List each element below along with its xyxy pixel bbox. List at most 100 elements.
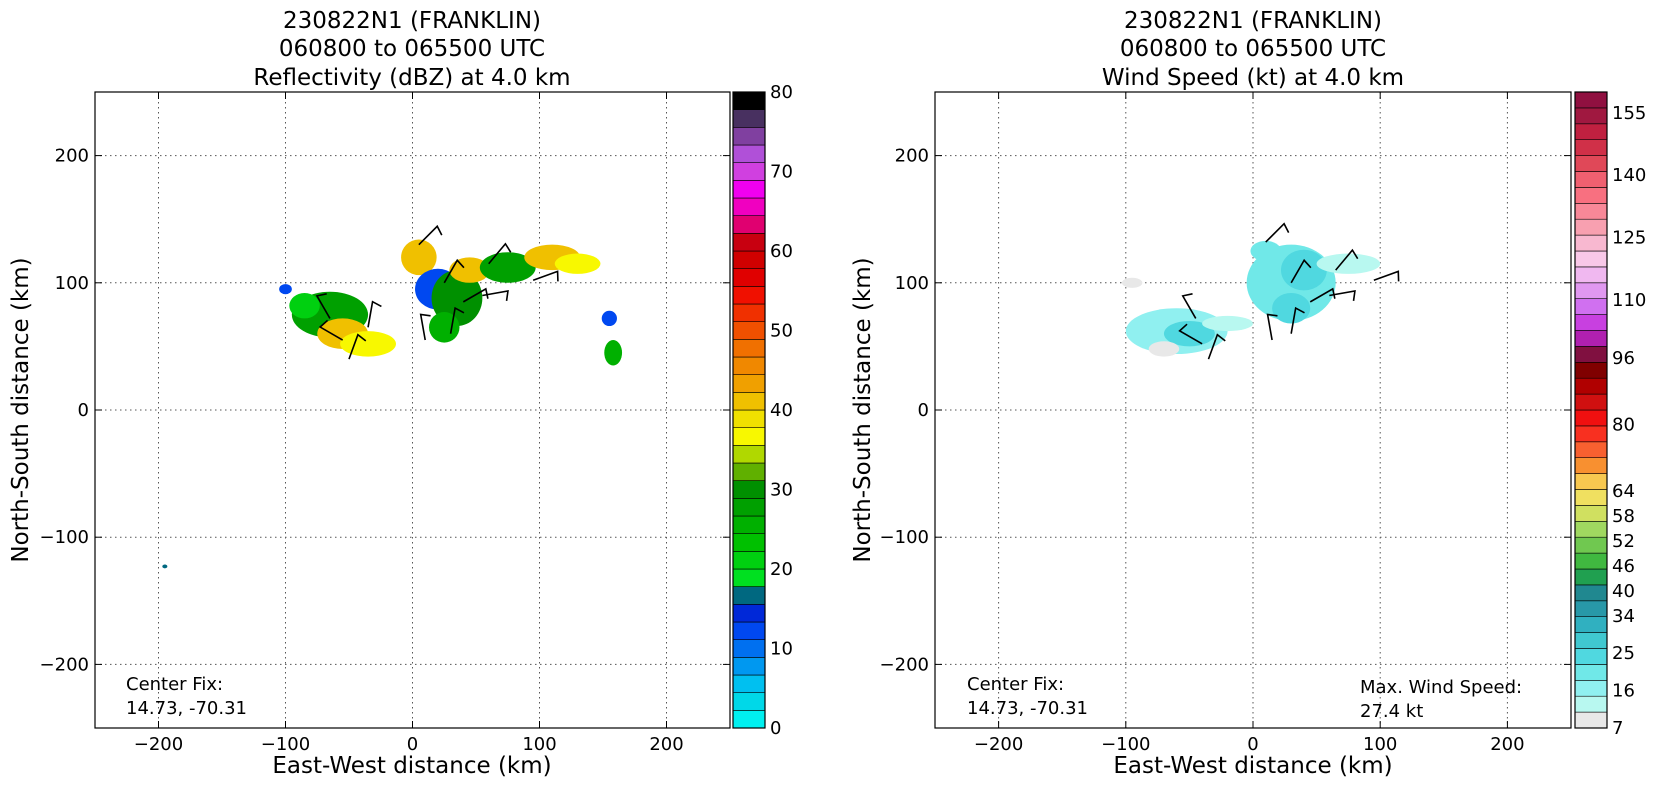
- y-tick-label: 100: [895, 273, 929, 294]
- colorbar-swatch: [1574, 679, 1608, 697]
- colorbar-swatch: [1574, 107, 1608, 125]
- colorbar-swatch: [1574, 600, 1608, 617]
- y-tick-label: −100: [40, 527, 89, 548]
- y-tick-label: −200: [40, 654, 89, 675]
- wind-barb: [1329, 290, 1356, 302]
- wind-barb: [1335, 248, 1359, 271]
- colorbar-swatch: [732, 144, 766, 163]
- colorbar-tick-label: 80: [1612, 415, 1635, 436]
- colorbar-swatch: [1574, 473, 1608, 490]
- colorbar-swatch: [732, 409, 766, 428]
- panel-reflectivity: 230822N1 (FRANKLIN) 060800 to 065500 UTC…: [8, 8, 793, 779]
- echo-cell: [1163, 320, 1215, 347]
- colorbar-swatch: [732, 356, 766, 375]
- y-tick-label: −200: [880, 654, 929, 675]
- colorbar-swatch: [732, 692, 766, 711]
- panel2-center-fix-label: Center Fix:: [967, 674, 1064, 695]
- panel1-xlabel: East-West distance (km): [272, 753, 551, 779]
- wind-barb: [532, 270, 559, 282]
- colorbar-swatch: [1574, 282, 1608, 299]
- colorbar-swatch: [732, 321, 766, 340]
- y-tick-label: 200: [895, 146, 929, 167]
- colorbar-swatch: [1574, 266, 1608, 284]
- panel1-grid: [95, 92, 730, 728]
- colorbar-swatch: [1574, 314, 1608, 331]
- panel2-max-wind-label: Max. Wind Speed:: [1360, 677, 1522, 698]
- colorbar-tick-label: 10: [770, 639, 793, 660]
- colorbar-tick-label: 125: [1612, 227, 1646, 248]
- colorbar-swatch: [732, 639, 766, 658]
- colorbar-tick-label: 52: [1612, 531, 1635, 552]
- panel2-y-ticks: −200 −100 0 100 200: [880, 146, 1571, 675]
- colorbar-swatch: [732, 109, 766, 128]
- echo-cell: [289, 292, 320, 319]
- colorbar-swatch: [1574, 393, 1608, 411]
- echo-cell: [1280, 249, 1327, 291]
- colorbar-tick-label: 0: [770, 718, 781, 739]
- colorbar-swatch: [1574, 234, 1608, 252]
- echo-cell: [431, 270, 483, 327]
- colorbar-swatch: [1574, 377, 1608, 395]
- colorbar-swatch: [1574, 584, 1608, 602]
- colorbar-swatch: [732, 533, 766, 552]
- x-tick-label: −100: [1101, 734, 1150, 755]
- panel1-title-line3: Reflectivity (dBZ) at 4.0 km: [253, 65, 570, 91]
- panel1-center-fix-label: Center Fix:: [126, 674, 223, 695]
- colorbar-swatch: [732, 586, 766, 605]
- colorbar-swatch: [1574, 218, 1608, 236]
- panel2-xlabel: East-West distance (km): [1113, 753, 1392, 779]
- colorbar-swatch: [732, 215, 766, 234]
- y-tick-label: 100: [55, 273, 89, 294]
- panel1-y-ticks: −200 −100 0 100 200: [40, 146, 730, 675]
- echo-cell: [340, 331, 396, 357]
- colorbar-swatch: [732, 286, 766, 305]
- colorbar-tick-label: 30: [770, 480, 793, 501]
- wind-barb: [367, 300, 382, 328]
- colorbar-tick-label: 80: [770, 82, 793, 103]
- colorbar-frame: [1574, 91, 1608, 729]
- colorbar-swatch: [1574, 632, 1608, 649]
- colorbar-swatch: [732, 180, 766, 199]
- colorbar-swatch: [1574, 171, 1608, 188]
- colorbar-swatch: [732, 250, 766, 269]
- y-tick-label: 0: [918, 400, 929, 421]
- echo-cell: [1316, 253, 1381, 274]
- colorbar-swatch: [1574, 457, 1608, 474]
- panel2-max-wind-value: 27.4 kt: [1360, 701, 1423, 722]
- colorbar-swatch: [1574, 695, 1608, 713]
- wind-barb: [1266, 313, 1278, 341]
- colorbar-swatch: [1574, 552, 1608, 570]
- echo-cell: [162, 564, 168, 569]
- colorbar-swatch: [732, 515, 766, 534]
- colorbar-tick-label: 60: [770, 241, 793, 262]
- colorbar-swatch: [1574, 155, 1608, 172]
- wind-barb: [1373, 270, 1400, 282]
- colorbar-tick-label: 70: [770, 162, 793, 183]
- colorbar-tick-label: 16: [1612, 681, 1635, 702]
- wind-barb: [418, 224, 443, 246]
- echo-cell: [279, 284, 292, 295]
- wind-barb: [1290, 258, 1312, 284]
- colorbar-swatch: [732, 445, 766, 464]
- colorbar-swatch: [1574, 139, 1608, 156]
- y-tick-label: 200: [55, 146, 89, 167]
- colorbar-swatch: [732, 657, 766, 676]
- echo-cell: [479, 252, 536, 283]
- wind-barb: [1290, 306, 1305, 334]
- colorbar-swatch: [1574, 123, 1608, 141]
- echo-cell: [1272, 292, 1311, 324]
- x-tick-label: 100: [522, 734, 556, 755]
- x-tick-label: 200: [1490, 734, 1524, 755]
- panel1-center-fix-value: 14.73, -70.31: [126, 698, 247, 719]
- echo-cell: [429, 312, 460, 343]
- colorbar-swatch: [732, 498, 766, 517]
- y-tick-label: 0: [78, 400, 89, 421]
- colorbar-swatch: [1574, 520, 1608, 538]
- wind-barb: [443, 258, 465, 284]
- echo-cell: [401, 239, 437, 276]
- panel2-title-line3: Wind Speed (kt) at 4.0 km: [1102, 65, 1404, 91]
- wind-barb: [1265, 222, 1290, 243]
- colorbar-swatch: [732, 374, 766, 393]
- colorbar-tick-label: 7: [1612, 718, 1623, 739]
- panel2-colorbar: 7 16 25 34 40 46 52 58 64 80 96 110 125 140 155: [1574, 91, 1646, 739]
